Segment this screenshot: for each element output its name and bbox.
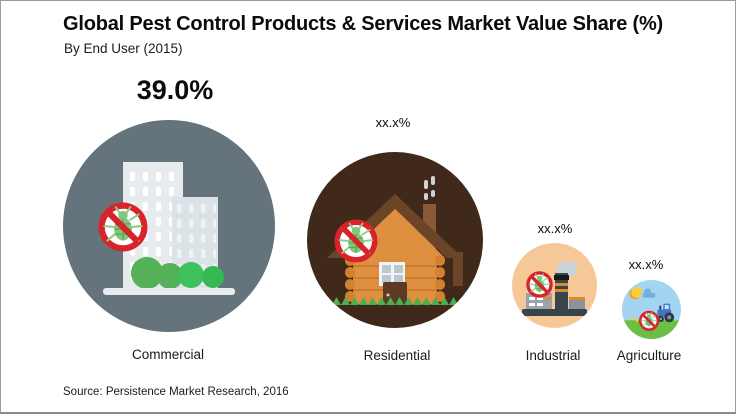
category-label-agriculture: Agriculture xyxy=(616,348,682,363)
sun-icon xyxy=(629,286,643,300)
value-label-industrial: xx.x% xyxy=(537,221,573,236)
bubble-industrial xyxy=(512,243,597,328)
page-title: Global Pest Control Products & Services … xyxy=(63,13,664,35)
page-subtitle: By End User (2015) xyxy=(64,41,183,56)
farm-field-illustration xyxy=(622,286,681,339)
no-pest-icon xyxy=(337,222,375,260)
category-label-industrial: Industrial xyxy=(525,348,581,363)
no-pest-icon xyxy=(638,310,660,331)
buildings-icon xyxy=(123,162,218,290)
value-label-residential: xx.x% xyxy=(375,115,411,130)
bubble-agriculture xyxy=(622,280,681,339)
door xyxy=(383,282,407,304)
bubble-residential xyxy=(307,152,483,328)
office-buildings-illustration xyxy=(63,162,235,295)
bubble-commercial xyxy=(63,120,275,332)
value-label-commercial: 39.0% xyxy=(136,75,214,105)
factory-illustration xyxy=(522,261,587,316)
factory-icon xyxy=(522,273,587,316)
tractor-icon xyxy=(657,303,675,323)
cloud-icon xyxy=(642,288,656,298)
bushes-icon xyxy=(131,257,224,289)
no-pest-icon xyxy=(526,271,553,298)
category-label-commercial: Commercial xyxy=(131,347,205,362)
grass xyxy=(323,297,467,305)
category-label-residential: Residential xyxy=(363,348,431,363)
log-cabin-illustration xyxy=(323,176,467,305)
sidewalk xyxy=(103,288,235,295)
chimney-smoke-icon xyxy=(424,176,435,200)
value-label-agriculture: xx.x% xyxy=(628,257,664,272)
source-note: Source: Persistence Market Research, 201… xyxy=(63,386,289,398)
no-pest-icon xyxy=(102,206,145,249)
